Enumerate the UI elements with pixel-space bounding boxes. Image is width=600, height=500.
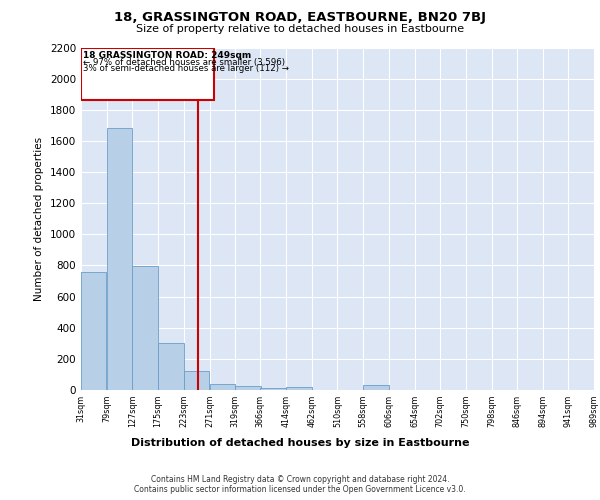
- Bar: [235, 386, 260, 390]
- Bar: [158, 344, 184, 390]
- Bar: [363, 386, 389, 390]
- Bar: [81, 272, 106, 390]
- FancyBboxPatch shape: [81, 48, 214, 100]
- Text: ← 97% of detached houses are smaller (3,596): ← 97% of detached houses are smaller (3,…: [83, 58, 285, 66]
- Text: Contains HM Land Registry data © Crown copyright and database right 2024.
Contai: Contains HM Land Registry data © Crown c…: [134, 474, 466, 494]
- Text: 18, GRASSINGTON ROAD, EASTBOURNE, BN20 7BJ: 18, GRASSINGTON ROAD, EASTBOURNE, BN20 7…: [114, 11, 486, 24]
- Text: 18 GRASSINGTON ROAD: 249sqm: 18 GRASSINGTON ROAD: 249sqm: [83, 51, 251, 60]
- Text: Distribution of detached houses by size in Eastbourne: Distribution of detached houses by size …: [131, 438, 469, 448]
- Y-axis label: Number of detached properties: Number of detached properties: [34, 136, 44, 301]
- Bar: [107, 128, 132, 390]
- Bar: [184, 372, 209, 390]
- Bar: [209, 384, 235, 390]
- Text: 3% of semi-detached houses are larger (112) →: 3% of semi-detached houses are larger (1…: [83, 64, 289, 73]
- Text: Size of property relative to detached houses in Eastbourne: Size of property relative to detached ho…: [136, 24, 464, 34]
- Bar: [133, 266, 158, 390]
- Bar: [260, 388, 286, 390]
- Bar: [286, 387, 311, 390]
